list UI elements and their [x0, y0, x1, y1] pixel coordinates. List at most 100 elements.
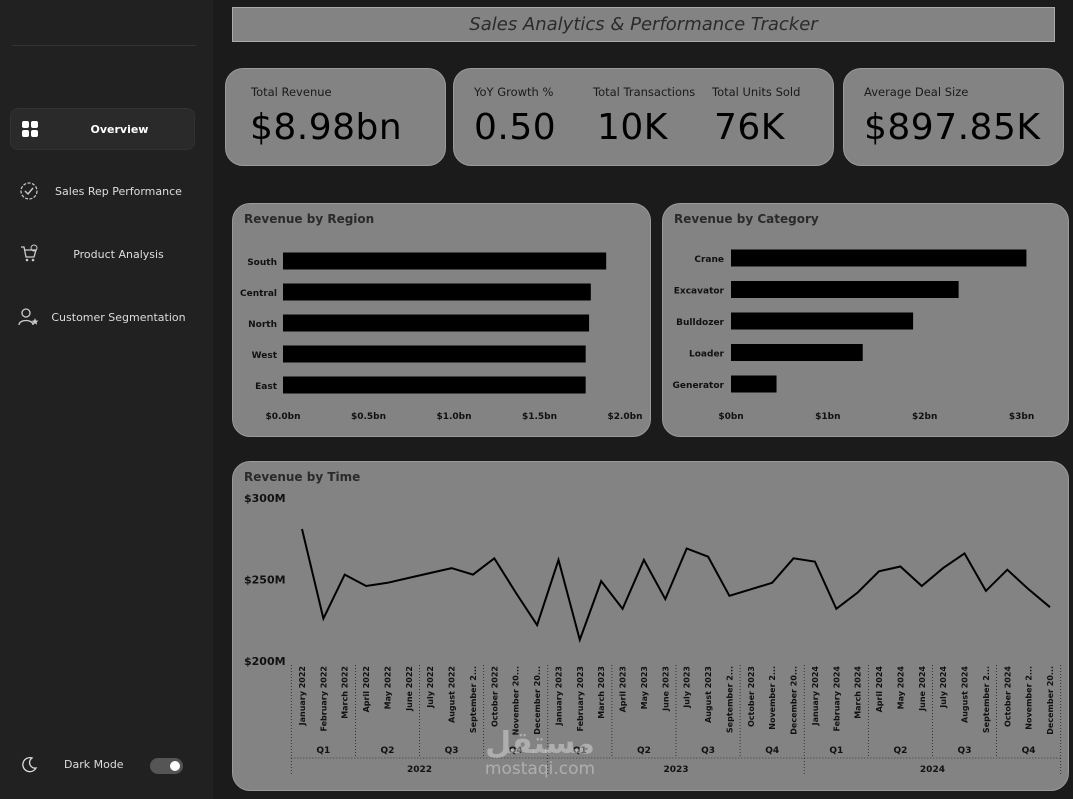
x-tick-label: January 2022 [298, 666, 307, 726]
dark-mode-row: Dark Mode [18, 754, 188, 778]
x-tick-label: October 2024 [1003, 666, 1012, 727]
kpi-label: Total Transactions [593, 85, 696, 99]
sidebar-item-product-analysis[interactable]: Product Analysis [10, 234, 193, 274]
x-tick-label: June 2023 [661, 666, 670, 712]
sidebar-item-customer-segmentation[interactable]: Customer Segmentation [10, 297, 193, 337]
page-title: Sales Analytics & Performance Tracker [232, 7, 1055, 42]
x-tick-label: September 2... [469, 666, 478, 733]
quarter-label: Q4 [1022, 746, 1036, 756]
year-label: 2024 [920, 765, 945, 775]
dark-mode-label: Dark Mode [64, 758, 124, 771]
bar [731, 344, 863, 361]
watermark-text: mostaqi.com [484, 759, 596, 779]
kpi-card-total-revenue: Total Revenue $8.98bn [225, 68, 446, 166]
bar [283, 314, 590, 332]
x-tick-label: July 2022 [426, 666, 435, 709]
x-tick-label: $1.5bn [522, 412, 557, 422]
check-circle-icon [18, 180, 40, 202]
x-tick-label: April 2023 [619, 666, 628, 712]
sidebar-item-label: Sales Rep Performance [55, 184, 182, 198]
y-tick-label: $300M [244, 492, 286, 505]
bar-category-label: Crane [694, 255, 724, 265]
quarter-label: Q2 [893, 746, 907, 756]
kpi-value: $8.98bn [250, 107, 403, 148]
bar [283, 252, 607, 270]
kpi-label: Average Deal Size [864, 85, 969, 99]
x-tick-label: $1.0bn [436, 412, 471, 422]
quarter-label: Q2 [381, 746, 395, 756]
bar-category-label: North [248, 320, 277, 330]
x-tick-label: April 2024 [875, 666, 884, 713]
chart-card-category: Revenue by Category Crane Excavator Bulldo… [662, 203, 1069, 437]
x-tick-label: March 2023 [597, 666, 606, 719]
kpi-value: 0.50 [474, 107, 557, 148]
bar-category-label: South [247, 258, 277, 268]
x-tick-label: August 2022 [448, 666, 457, 723]
kpi-card-average-deal-size: Average Deal Size $897.85K [843, 68, 1064, 166]
x-tick-label: June 2022 [405, 666, 414, 712]
bar-category-label: Bulldozer [676, 318, 724, 328]
kpi-label: Total Units Sold [712, 85, 801, 99]
sidebar: Overview Sales Rep Performance Product A… [0, 0, 213, 799]
x-tick-label: March 2022 [341, 666, 350, 719]
watermark: مستقل mostaqi.com [470, 726, 610, 779]
x-tick-label: July 2023 [683, 666, 692, 709]
x-tick-label: October 2022 [490, 666, 499, 727]
x-tick-label: February 2022 [319, 666, 328, 732]
quarter-label: Q4 [765, 746, 779, 756]
x-tick-label: June 2024 [918, 666, 927, 712]
bar-category-label: Excavator [674, 287, 725, 297]
watermark-arabic: مستقل [485, 726, 595, 761]
bar-category-label: East [255, 382, 278, 392]
chart-title: Revenue by Time [244, 470, 361, 484]
x-tick-label: August 2023 [704, 666, 713, 723]
x-tick-label: December 20... [790, 666, 799, 735]
kpi-label: Total Revenue [251, 85, 332, 99]
bar-category-label: West [252, 351, 278, 361]
bar [731, 375, 777, 393]
bar [731, 312, 914, 330]
series-line [301, 528, 1051, 644]
x-tick-label: July 2024 [939, 666, 948, 709]
bar [283, 376, 586, 394]
x-tick-label: November 20... [512, 666, 521, 735]
quarter-label: Q1 [829, 746, 843, 756]
sidebar-item-label: Customer Segmentation [51, 310, 186, 324]
quarter-label: Q4 [509, 746, 523, 756]
bar-category-label: Generator [673, 381, 725, 391]
sidebar-item-sales-rep-performance[interactable]: Sales Rep Performance [10, 171, 193, 211]
x-tick-label: January 2024 [811, 666, 820, 727]
x-tick-label: December 20... [1046, 666, 1055, 735]
sidebar-divider [12, 45, 196, 46]
sidebar-item-overview[interactable]: Overview [10, 108, 195, 150]
chart-title: Revenue by Region [244, 212, 375, 226]
x-tick-label: $0.5bn [351, 412, 386, 422]
x-tick-label: May 2023 [640, 666, 649, 709]
quarter-label: Q3 [958, 746, 972, 756]
bar [731, 281, 959, 298]
x-tick-label: November 2... [768, 666, 777, 730]
bar [283, 283, 591, 301]
chart-card-region: Revenue by Region South Central North West E… [232, 203, 651, 437]
x-tick-label: September 2... [982, 666, 991, 733]
x-tick-label: November 2... [1025, 666, 1034, 730]
quarter-label: Q1 [573, 746, 587, 756]
bar [731, 249, 1027, 267]
bar-category-label: Loader [689, 350, 725, 360]
x-tick-label: March 2024 [854, 666, 863, 719]
x-tick-label: October 2023 [747, 666, 756, 727]
x-tick-label: May 2024 [896, 666, 905, 710]
category-bar-chart: Crane Excavator Bulldozer Loader Generator $0… [673, 249, 1034, 422]
kpi-card-group: YoY Growth % 0.50 Total Transactions 10K… [453, 68, 834, 166]
sidebar-item-label: Overview [90, 122, 149, 136]
x-tick-label: September 2... [725, 666, 734, 733]
bar-category-label: Central [240, 289, 277, 299]
user-star-icon [18, 306, 40, 328]
cart-icon [18, 243, 40, 265]
y-tick-label: $200M [244, 655, 286, 668]
dark-mode-toggle[interactable] [150, 758, 183, 774]
kpi-label: YoY Growth % [474, 85, 554, 99]
moon-icon [20, 756, 38, 777]
x-tick-label: $2bn [912, 412, 937, 422]
time-line-chart: $300M $250M $200M January 2022 February 2022… [244, 492, 1062, 776]
